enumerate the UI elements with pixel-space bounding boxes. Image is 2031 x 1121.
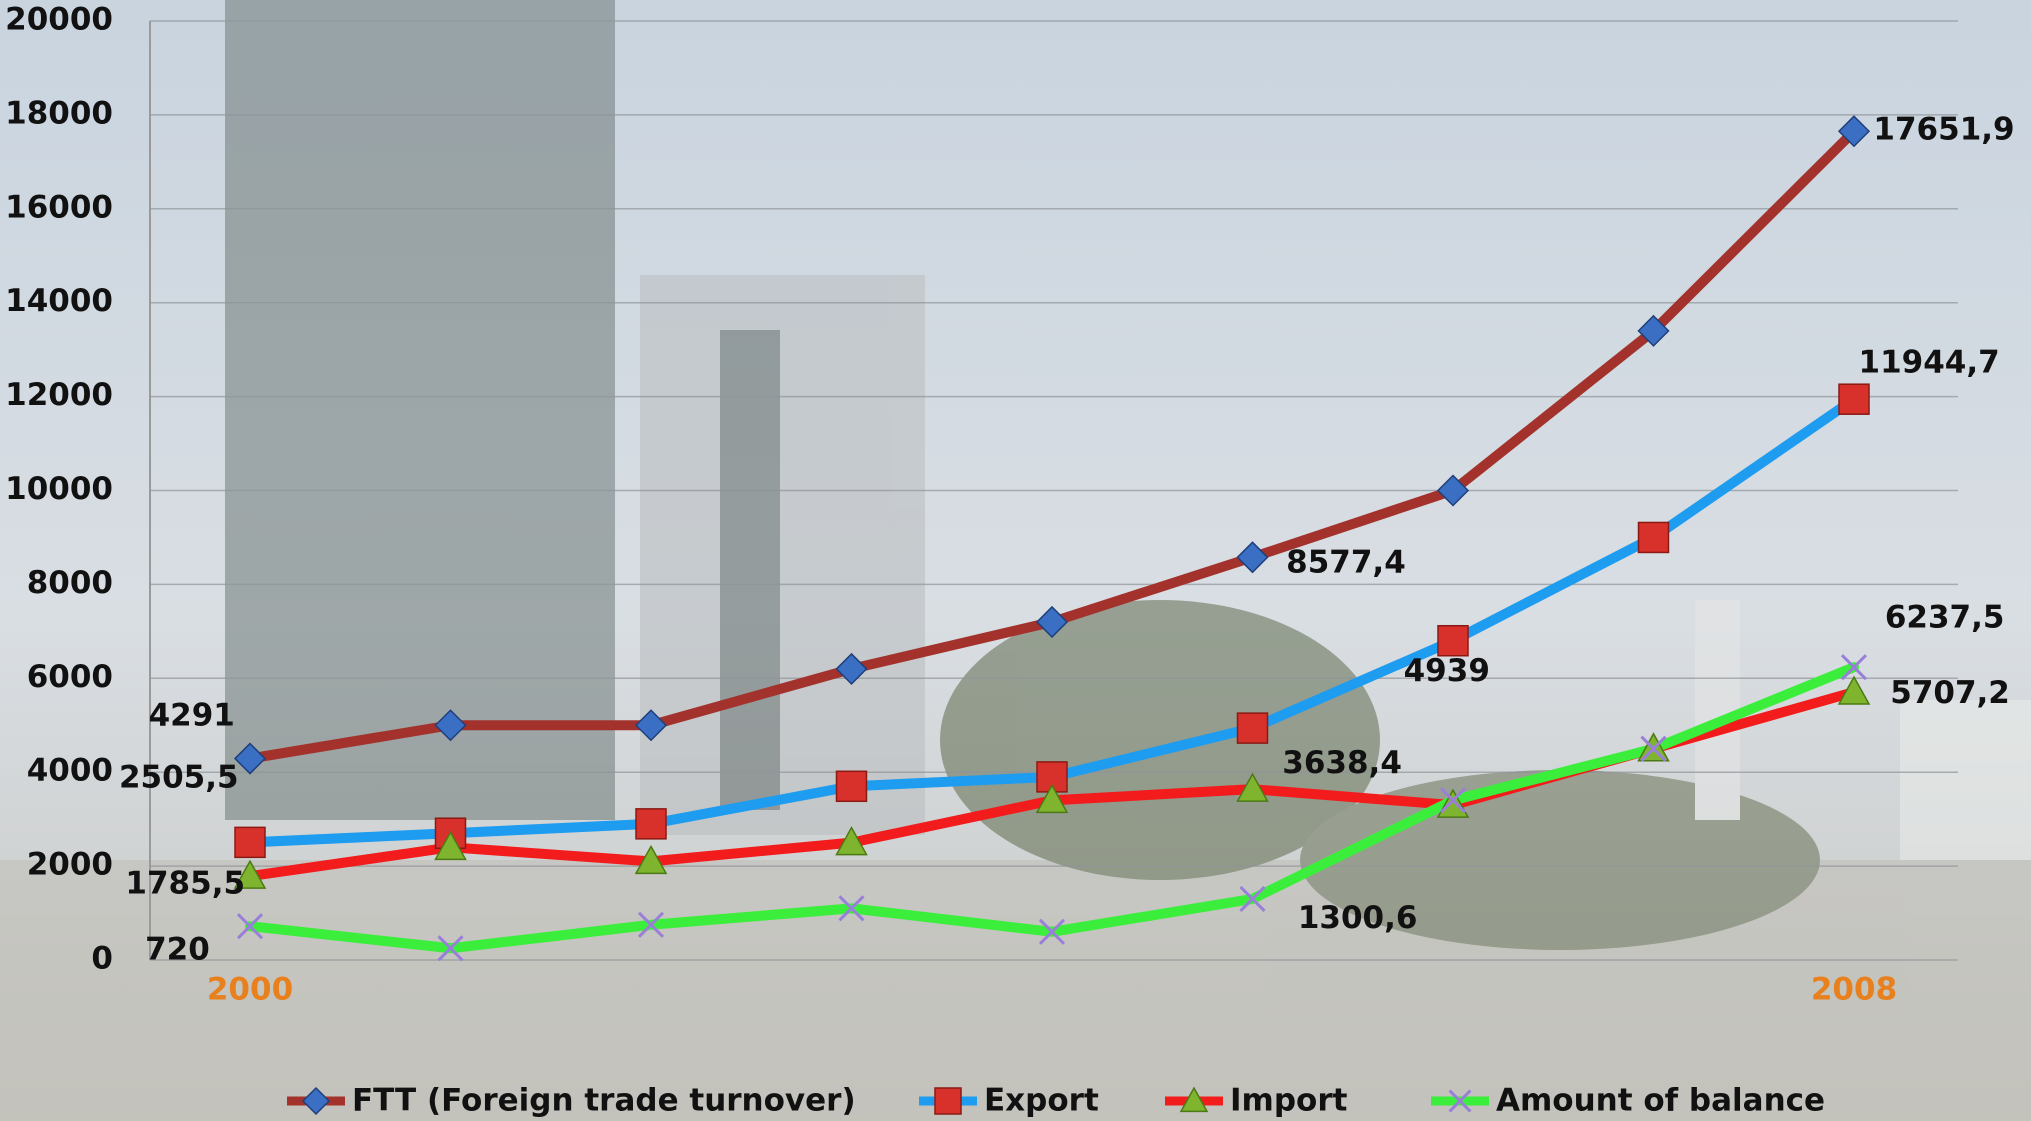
data-label: 720 <box>145 931 210 967</box>
marker <box>1637 521 1670 554</box>
marker <box>1437 624 1469 657</box>
marker <box>835 770 868 803</box>
marker <box>234 826 266 859</box>
data-label: 17651,9 <box>1873 112 2014 148</box>
y-tick-label: 2000 <box>27 847 113 883</box>
plot: 4291 8577,4 17651,9 2505,5 4939 11944,7 1785,5… <box>119 112 2015 968</box>
marker <box>835 652 868 685</box>
x-tick-label: 2008 <box>1811 972 1897 1008</box>
marker <box>434 709 467 742</box>
data-label: 4939 <box>1404 653 1490 689</box>
y-tick-label: 16000 <box>5 189 113 225</box>
data-label: 8577,4 <box>1286 544 1406 580</box>
marker <box>1035 783 1069 814</box>
marker <box>233 742 267 775</box>
legend: FTT (Foreign trade turnover) Export Import… <box>287 1083 1825 1119</box>
y-tick-label: 6000 <box>27 659 113 695</box>
data-label: 3638,4 <box>1282 745 1402 781</box>
y-tick-label: 18000 <box>5 95 113 131</box>
marker <box>634 709 668 742</box>
y-tick-label: 14000 <box>5 283 113 319</box>
data-label: 11944,7 <box>1859 345 2000 381</box>
marker <box>1439 787 1467 814</box>
marker <box>1239 885 1266 912</box>
data-label: 2505,5 <box>119 759 239 795</box>
legend-item: FTT (Foreign trade turnover) <box>287 1083 856 1119</box>
marker <box>1837 675 1871 705</box>
y-tick-label: 10000 <box>5 471 113 507</box>
marker <box>1179 1086 1209 1113</box>
legend-label: Import <box>1230 1083 1348 1119</box>
marker <box>835 826 868 856</box>
data-label: 5707,2 <box>1890 675 2010 711</box>
data-label: 1785,5 <box>125 866 245 902</box>
marker <box>934 1087 962 1115</box>
legend-item: Amount of balance <box>1431 1083 1825 1119</box>
y-tick-label: 0 <box>91 941 113 977</box>
marker <box>1840 654 1868 681</box>
data-label: 1300,6 <box>1298 900 1418 936</box>
marker <box>635 808 667 840</box>
data-label: 6237,5 <box>1885 600 2005 636</box>
marker <box>1036 761 1068 793</box>
y-tick-label: 4000 <box>27 753 113 789</box>
marker <box>838 895 865 922</box>
data-label: 4291 <box>149 698 235 734</box>
marker <box>301 1086 331 1116</box>
y-tick-label: 12000 <box>5 377 113 413</box>
marker <box>634 844 668 875</box>
legend-label: Amount of balance <box>1496 1083 1825 1119</box>
marker <box>1038 918 1066 945</box>
legend-label: FTT (Foreign trade turnover) <box>352 1083 856 1119</box>
grid: 0 2000 4000 6000 8000 10000 12000 14000 16000 180… <box>5 2 1958 1008</box>
marker <box>1236 772 1269 802</box>
y-tick-label: 20000 <box>5 2 113 38</box>
marker <box>1035 605 1069 639</box>
marker <box>1236 712 1269 744</box>
x-tick-label: 2000 <box>207 972 293 1008</box>
legend-item: Import <box>1165 1083 1348 1119</box>
marker <box>434 830 467 861</box>
y-tick-label: 8000 <box>27 565 113 601</box>
marker <box>1436 788 1470 818</box>
legend-label: Export <box>984 1083 1099 1119</box>
marker <box>233 859 267 889</box>
marker <box>1640 735 1667 762</box>
marker <box>637 911 665 938</box>
legend-item: Export <box>919 1083 1099 1119</box>
marker <box>1637 314 1670 347</box>
marker <box>1236 541 1269 574</box>
marker <box>1837 115 1871 148</box>
marker <box>437 935 464 962</box>
marker <box>1436 474 1470 507</box>
marker <box>1838 383 1870 415</box>
marker <box>1448 1089 1472 1113</box>
marker <box>236 913 264 940</box>
